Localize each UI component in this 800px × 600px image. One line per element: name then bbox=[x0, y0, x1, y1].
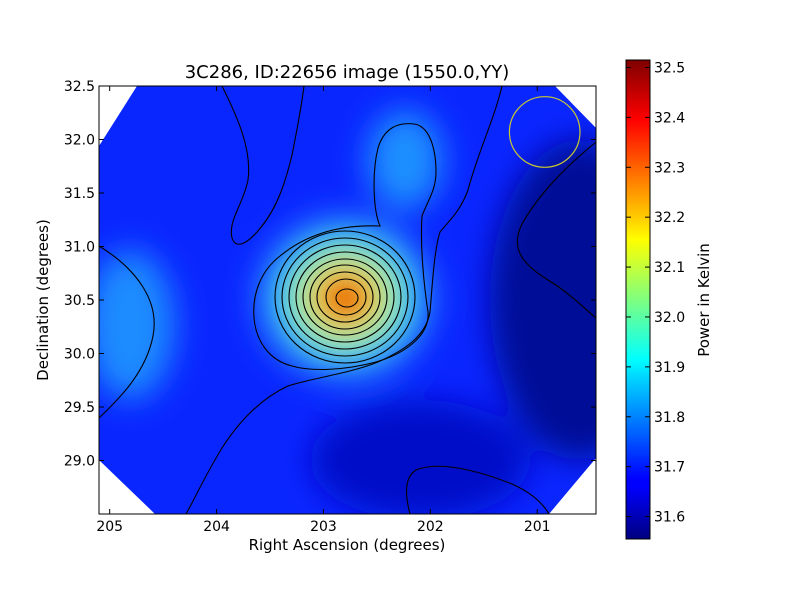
y-tick-label: 32.5 bbox=[64, 79, 95, 95]
contour-line bbox=[98, 245, 155, 419]
beam-circle bbox=[508, 96, 581, 168]
contour-line bbox=[295, 251, 395, 343]
colorbar-ticks: 31.6 31.7 31.8 31.9 32.0 32.1 32.2 32.3 32.4 32.5 bbox=[626, 60, 685, 526]
colorbar-tick-label: 32.5 bbox=[654, 60, 685, 76]
chart-title: 3C286, ID:22656 image (1550.0,YY) bbox=[185, 62, 510, 83]
contour-lines bbox=[98, 85, 597, 515]
colorbar-tick-label: 31.8 bbox=[654, 410, 685, 426]
colorbar-tick-label: 32.1 bbox=[654, 260, 685, 276]
y-tick-label: 31.5 bbox=[64, 186, 95, 202]
contour-line bbox=[516, 141, 597, 319]
contour-line bbox=[325, 278, 367, 316]
contour-line bbox=[221, 85, 305, 245]
contour-line bbox=[281, 237, 409, 357]
colorbar-scale bbox=[625, 59, 651, 540]
x-tick-label: 205 bbox=[96, 519, 123, 535]
colorbar-tick-label: 32.4 bbox=[654, 110, 685, 126]
contour-line bbox=[302, 258, 388, 336]
colorbar-tick-label: 32.3 bbox=[654, 160, 685, 176]
contour-line bbox=[309, 264, 381, 330]
colorbar-tick-label: 31.9 bbox=[654, 360, 685, 376]
colorbar-label: Power in Kelvin bbox=[695, 243, 713, 357]
colorbar-tick-label: 31.7 bbox=[654, 460, 685, 476]
x-tick-label: 202 bbox=[417, 519, 444, 535]
y-tick-label: 30.5 bbox=[64, 293, 95, 309]
contour-line bbox=[274, 230, 416, 364]
y-tick-label: 29.0 bbox=[64, 454, 95, 470]
contour-line bbox=[405, 465, 550, 515]
contour-line bbox=[288, 244, 402, 350]
colorbar-tick-label: 32.0 bbox=[654, 310, 685, 326]
y-tick-label: 29.5 bbox=[64, 400, 95, 416]
colorbar: 31.6 31.7 31.8 31.9 32.0 32.1 32.2 32.3 32.4 32.5… bbox=[625, 59, 713, 540]
y-axis-ticks: 29.0 29.5 30.0 30.5 31.0 31.5 32.0 32.5 bbox=[64, 79, 596, 470]
x-axis-label: Right Ascension (degrees) bbox=[249, 536, 446, 554]
y-axis-label: Declination (degrees) bbox=[34, 219, 52, 381]
y-tick-label: 30.0 bbox=[64, 347, 95, 363]
contour-line bbox=[335, 288, 359, 308]
y-tick-label: 32.0 bbox=[64, 133, 95, 149]
x-axis-ticks: 205 204 203 202 201 bbox=[96, 86, 551, 535]
x-tick-label: 203 bbox=[310, 519, 337, 535]
y-tick-label: 31.0 bbox=[64, 240, 95, 256]
colorbar-tick-label: 32.2 bbox=[654, 210, 685, 226]
contour-line bbox=[253, 123, 437, 371]
x-tick-label: 204 bbox=[203, 519, 230, 535]
x-tick-label: 201 bbox=[524, 519, 551, 535]
contour-line bbox=[185, 85, 503, 515]
colorbar-tick-label: 31.6 bbox=[654, 510, 685, 526]
contour-line bbox=[316, 271, 374, 323]
